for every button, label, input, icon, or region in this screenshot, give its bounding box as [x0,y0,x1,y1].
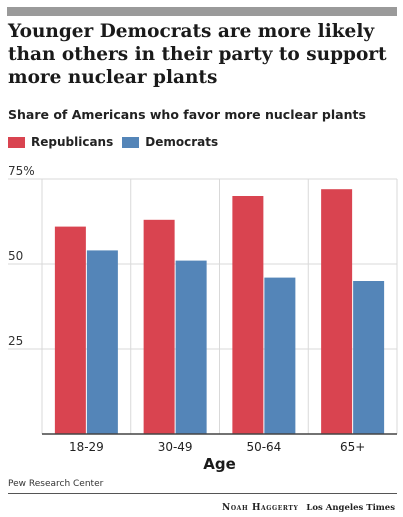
legend-label-democrats: Democrats [145,135,219,149]
legend-item-democrats: Democrats [122,135,218,149]
bars [54,189,385,434]
bar-chart: 25 50 75% 18-29 30-49 50-64 65+ Age [8,165,398,473]
credit-org: Los Angeles Times [306,503,395,513]
legend: Republicans Democrats [8,135,218,149]
chart-title: Younger Democrats are more likely than o… [8,21,387,88]
bar-republicans-50-64 [232,196,264,434]
credit-author: Noah Haggerty [222,503,299,513]
axes: 25 50 75% 18-29 30-49 50-64 65+ Age [8,165,397,473]
top-rule [7,7,397,16]
bar-democrats-50-64 [264,277,296,434]
chart-subtitle: Share of Americans who favor more nuclea… [8,107,366,122]
bar-republicans-30-49 [143,219,175,434]
bottom-rule [8,493,397,494]
source-note: Pew Research Center [8,479,104,489]
y-tick-label-75: 75% [8,165,35,178]
legend-item-republicans: Republicans [8,135,113,149]
credit: Noah Haggerty Los Angeles Times [222,497,395,515]
legend-label-republicans: Republicans [31,135,114,149]
x-axis-title: Age [203,455,236,473]
x-tick-label-50-64: 50-64 [246,440,281,454]
legend-swatch-democrats [122,136,140,148]
y-tick-label-25: 25 [8,334,23,348]
y-tick-label-50: 50 [8,249,23,263]
bar-democrats-18-29 [86,250,118,434]
bar-democrats-30-49 [175,260,207,434]
x-tick-label-65+: 65+ [340,440,365,454]
x-tick-label-30-49: 30-49 [158,440,193,454]
x-tick-label-18-29: 18-29 [69,440,104,454]
bar-republicans-65+ [321,189,353,434]
legend-swatch-republicans [8,136,25,148]
bar-republicans-18-29 [54,226,86,434]
bar-democrats-65+ [353,281,385,434]
